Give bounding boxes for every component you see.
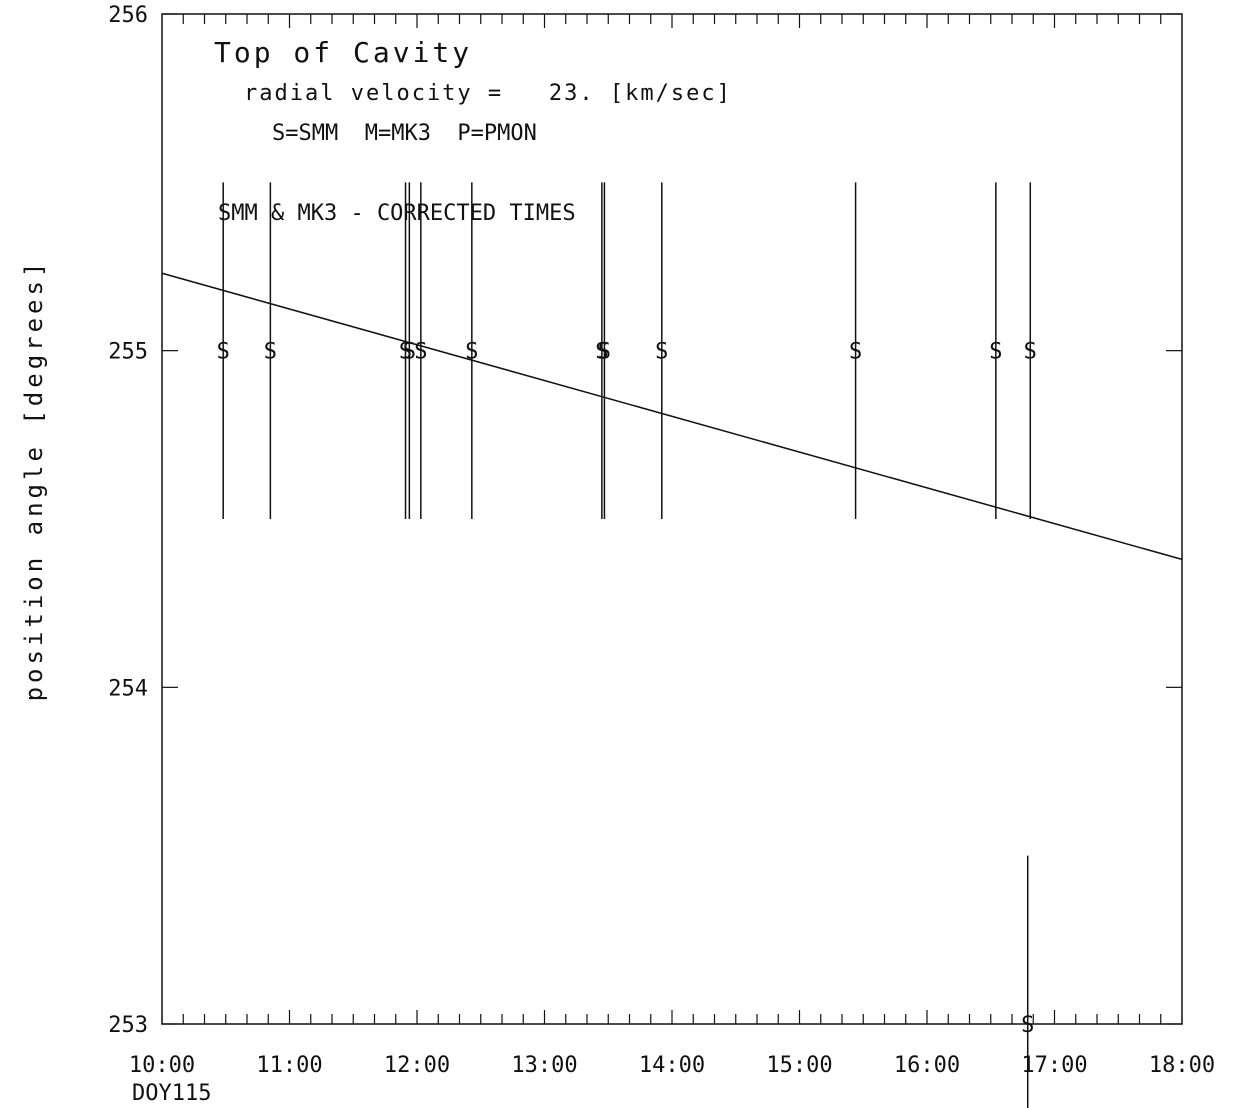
x-tick-label: 12:00 xyxy=(384,1053,450,1078)
observation-marker-s: S xyxy=(989,340,1002,365)
x-tick-label: 18:00 xyxy=(1149,1053,1215,1078)
corrected-times-note: SMM & MK3 - CORRECTED TIMES xyxy=(218,201,576,226)
observation-marker-s: S xyxy=(217,340,230,365)
y-tick-label: 255 xyxy=(108,340,148,365)
observation-marker-s: S xyxy=(655,340,668,365)
x-tick-label: 16:00 xyxy=(894,1053,960,1078)
fit-line xyxy=(161,272,1183,561)
observation-marker-s: S xyxy=(1024,340,1037,365)
chart-title: Top of Cavity xyxy=(214,36,472,69)
observation-marker-s: S xyxy=(595,340,608,365)
observation-marker-s: S xyxy=(264,340,277,365)
x-tick-label: 11:00 xyxy=(256,1053,322,1078)
observation-markers: S S SSS S SS S S S SS xyxy=(217,182,1037,1108)
y-tick-label: 256 xyxy=(108,3,148,28)
x-tick-label: 17:00 xyxy=(1021,1053,1087,1078)
y-axis-label: position angle [degrees] xyxy=(20,259,48,702)
velocity-annotation: radial velocity = 23. [km/sec] xyxy=(244,81,732,106)
x-tick-label: 10:00 xyxy=(129,1053,195,1078)
plot-frame xyxy=(161,13,1183,1025)
y-tick-label: 254 xyxy=(108,676,148,701)
x-tick-label: 14:00 xyxy=(639,1053,705,1078)
observation-marker-s: S xyxy=(465,340,478,365)
observation-marker-s: S xyxy=(849,340,862,365)
x-axis-tick-labels: 10:00 11:00 12:00 13:00 14:00 15:00 16:00 17:00… xyxy=(129,1053,1215,1078)
axis-ticks xyxy=(162,13,1182,1025)
y-axis-tick-labels: 253 254 255 256 xyxy=(108,3,148,1038)
observation-marker-s: S xyxy=(1021,1013,1034,1038)
x-axis-sublabel: DOY115 xyxy=(132,1081,211,1106)
observation-marker-s: S xyxy=(598,340,611,365)
x-tick-label: 15:00 xyxy=(766,1053,832,1078)
y-tick-label: 253 xyxy=(108,1013,148,1038)
observation-marker-s: S xyxy=(403,340,416,365)
observation-marker-s: S xyxy=(414,340,427,365)
legend-key-annotation: S=SMM M=MK3 P=PMON xyxy=(272,121,537,146)
x-tick-label: 13:00 xyxy=(511,1053,577,1078)
